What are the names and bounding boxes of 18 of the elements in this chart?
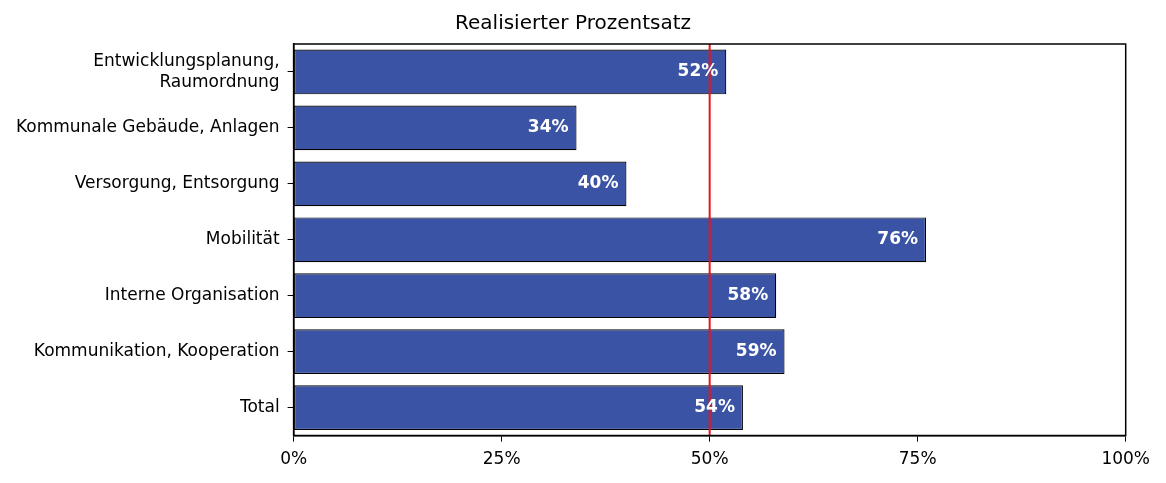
data-label: 40% [577, 172, 619, 193]
x-tick-label: 75% [898, 448, 937, 469]
x-tick-label: 100% [1101, 448, 1150, 469]
y-tick-label: Interne Organisation [104, 284, 280, 305]
x-tick-label: 50% [690, 448, 729, 469]
data-label: 59% [735, 340, 777, 361]
chart-title: Realisierter Prozentsatz [455, 10, 691, 35]
data-label: 34% [527, 116, 569, 137]
y-tick-label: Kommunale Gebäude, Anlagen [15, 116, 280, 137]
y-tick-label: Total [238, 396, 280, 417]
y-tick-label: Entwicklungsplanung, Raumordnung [93, 50, 280, 91]
x-tick-label: 0% [280, 448, 308, 469]
y-tick-label: Versorgung, Entsorgung [74, 172, 280, 193]
data-label: 76% [877, 228, 918, 249]
y-tick-label: Mobilität [205, 228, 280, 249]
data-label: 58% [727, 284, 769, 305]
y-tick-label: Kommunikation, Kooperation [33, 340, 280, 361]
x-tick-label: 25% [482, 448, 521, 469]
